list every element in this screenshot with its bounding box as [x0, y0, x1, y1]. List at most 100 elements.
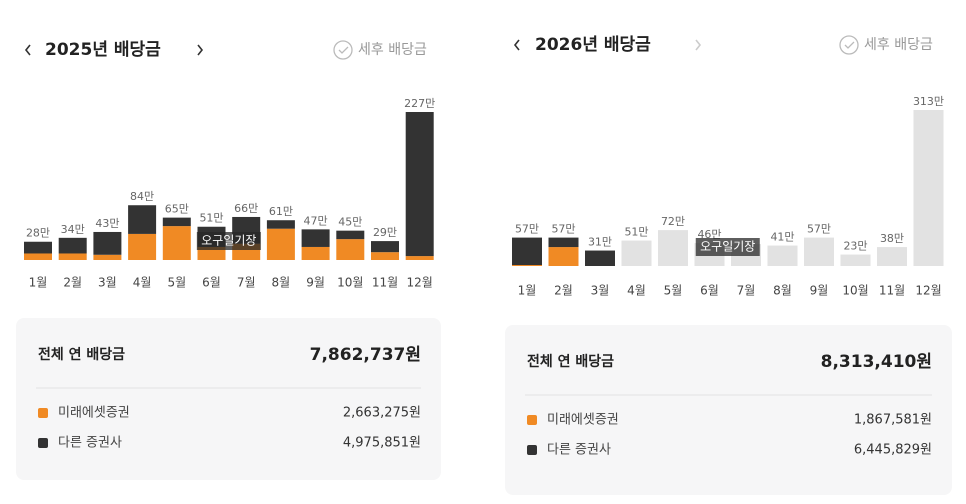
toggle-check	[844, 41, 855, 49]
month-label: 9월	[810, 284, 829, 298]
month-label: 6월	[700, 284, 719, 298]
month-label: 5월	[664, 284, 683, 298]
legend-amount: 4,975,851원	[343, 436, 421, 451]
bar-segment	[585, 250, 615, 266]
bar-segment	[197, 246, 226, 260]
total-label: 51만	[199, 212, 223, 225]
next-button[interactable]	[197, 44, 204, 56]
legend-swatch	[527, 415, 537, 425]
bar-segment	[405, 112, 434, 257]
bar-segment	[512, 237, 542, 266]
legend-name: 미래에셋증권	[547, 413, 619, 428]
toggle-icon[interactable]	[333, 40, 353, 60]
dividend-panel: 2026년 배당금 세후 배당금 57만 1월 57만 2월 31만 3월 51만 4월 72만 5월…	[505, 35, 952, 495]
bar-segment	[24, 241, 52, 254]
total-label: 313만	[913, 95, 944, 108]
bar-segment	[162, 226, 191, 260]
toggle-label[interactable]: 세후 배당금	[358, 42, 427, 58]
watermark: 오구일기장	[201, 234, 256, 248]
total-label: 65만	[165, 203, 189, 216]
month-label: 5월	[167, 276, 186, 290]
bar-segment	[301, 246, 330, 260]
next-button[interactable]	[695, 39, 702, 51]
month-label: 2월	[63, 276, 82, 290]
bar-segment	[266, 220, 295, 229]
total-label: 57만	[515, 223, 539, 236]
total-label: 23만	[843, 240, 867, 253]
total-label: 45만	[338, 216, 362, 229]
month-label: 2월	[554, 284, 573, 298]
month-label: 3월	[591, 284, 610, 298]
legend-amount: 1,867,581원	[854, 413, 932, 428]
summary-card	[505, 325, 952, 495]
month-label: 1월	[518, 284, 537, 298]
month-label: 9월	[306, 276, 325, 290]
toggle-label[interactable]: 세후 배당금	[864, 37, 933, 53]
summary-card	[16, 318, 441, 480]
month-label: 4월	[627, 284, 646, 298]
summary-label: 전체 연 배당금	[527, 353, 614, 370]
bar-segment	[93, 254, 122, 260]
legend-swatch	[527, 445, 537, 455]
total-label: 38만	[880, 232, 904, 245]
total-label: 227만	[404, 97, 435, 110]
total-label: 29만	[373, 226, 397, 239]
bar-segment	[24, 253, 52, 260]
bar-segment	[548, 237, 579, 248]
prev-button[interactable]	[513, 39, 520, 51]
month-label: 8월	[272, 276, 291, 290]
month-label: 11월	[372, 276, 398, 290]
bar-segment	[58, 237, 87, 254]
projected-bar	[767, 245, 798, 266]
prev-button[interactable]	[24, 44, 31, 56]
total-label: 43만	[95, 217, 119, 230]
month-label: 10월	[337, 276, 363, 290]
total-label: 84만	[130, 190, 154, 203]
total-label: 61만	[269, 205, 293, 218]
month-label: 7월	[737, 284, 756, 298]
month-label: 4월	[133, 276, 152, 290]
bar-segment	[93, 231, 122, 255]
legend-name: 다른 증권사	[547, 443, 611, 458]
watermark: 오구일기장	[700, 240, 755, 254]
total-label: 28만	[26, 227, 50, 240]
legend-swatch	[38, 408, 48, 418]
bar-segment	[128, 233, 157, 260]
month-label: 6월	[202, 276, 221, 290]
toggle-icon[interactable]	[839, 35, 859, 55]
total-label: 41만	[770, 231, 794, 244]
bar-segment	[371, 241, 399, 253]
panel-title: 2025년 배당금	[45, 40, 161, 60]
total-label: 46만	[697, 228, 721, 241]
projected-bar	[658, 230, 688, 266]
total-label: 72만	[661, 215, 685, 228]
bar-segment	[336, 239, 365, 260]
month-label: 7월	[237, 276, 256, 290]
total-label: 34만	[61, 223, 85, 236]
bar-segment	[58, 253, 87, 260]
dividend-panel: 2025년 배당금 세후 배당금 28만 1월 34만 2월 43만 3월 84만 4월 65만 5월…	[16, 40, 441, 480]
bar-segment	[128, 205, 157, 234]
legend-swatch	[38, 438, 48, 448]
total-label: 51만	[624, 226, 648, 239]
bar-segment	[512, 265, 542, 266]
month-label: 3월	[98, 276, 117, 290]
projected-bar	[913, 110, 944, 266]
bar-segment	[301, 229, 330, 247]
projected-bar	[840, 254, 871, 266]
watermark-bg	[695, 238, 760, 256]
panel-title: 2026년 배당금	[535, 35, 651, 55]
summary-total: 7,862,737원	[310, 345, 421, 365]
legend-name: 다른 증권사	[58, 436, 122, 451]
month-label: 12월	[407, 276, 433, 290]
legend-amount: 6,445,829원	[854, 443, 932, 458]
bar-segment	[336, 230, 365, 240]
bar-segment	[405, 256, 434, 260]
legend-amount: 2,663,275원	[343, 406, 421, 421]
month-label: 1월	[29, 276, 48, 290]
legend-name: 미래에셋증권	[58, 406, 130, 421]
total-label: 31만	[588, 236, 612, 249]
toggle-check	[338, 46, 349, 54]
month-label: 10월	[842, 284, 868, 298]
bar-segment	[266, 228, 295, 260]
